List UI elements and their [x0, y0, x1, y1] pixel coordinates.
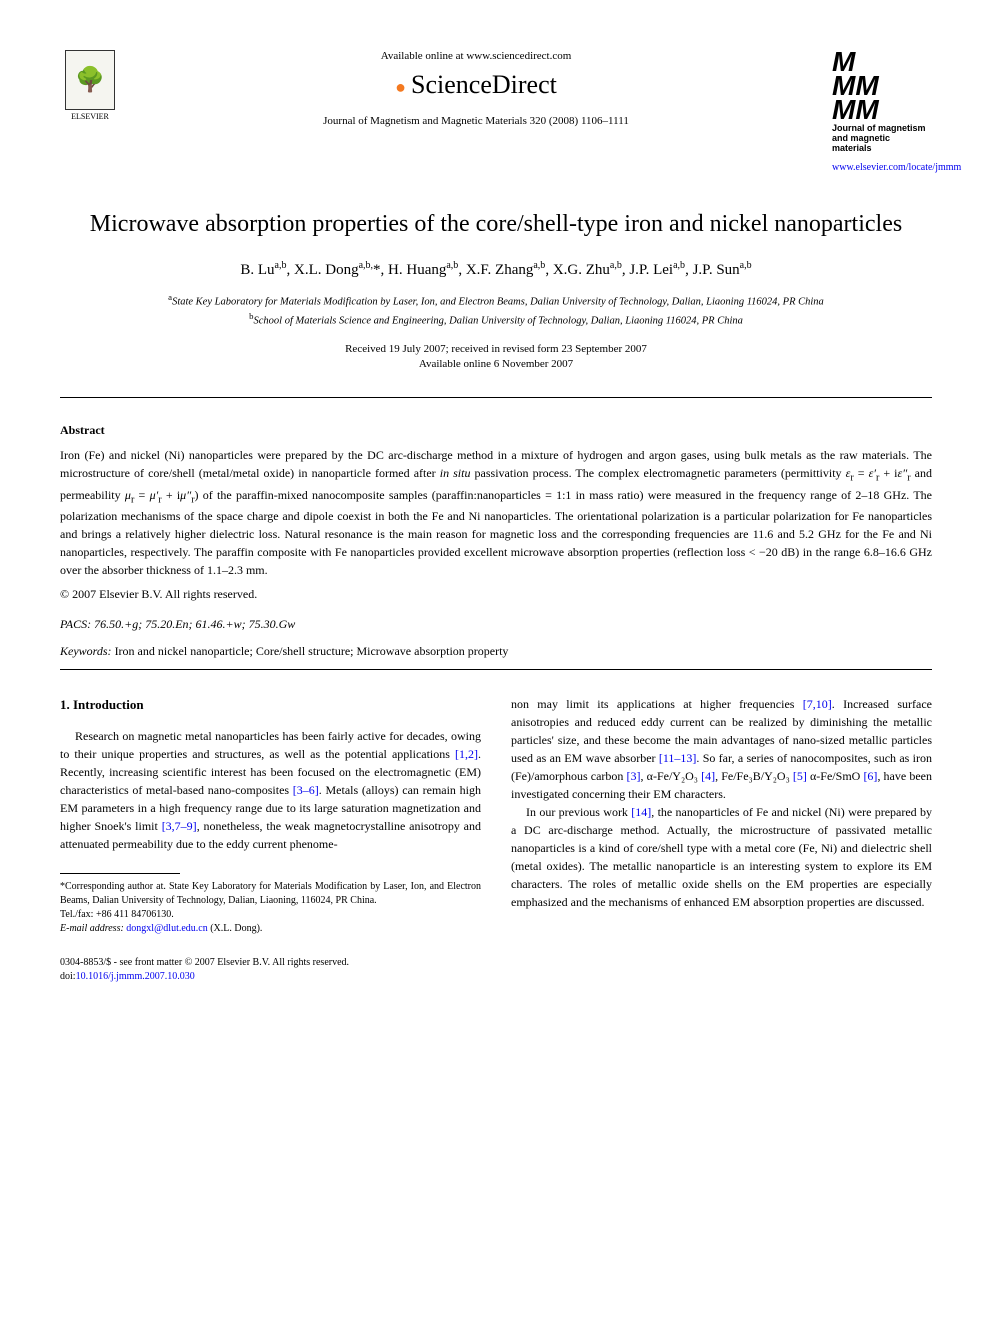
journal-full-name: Journal of magnetism and magnetic materi…	[832, 124, 932, 154]
left-column: 1. Introduction Research on magnetic met…	[60, 695, 481, 984]
abstract-label: Abstract	[60, 423, 932, 438]
affiliation-b: School of Materials Science and Engineer…	[254, 316, 743, 327]
email-address[interactable]: dongxl@dlut.edu.cn	[126, 923, 207, 934]
keywords-line: Keywords: Iron and nickel nanoparticle; …	[60, 644, 932, 659]
corr-author-text: *Corresponding author at. State Key Labo…	[60, 880, 481, 908]
abstract-text: Iron (Fe) and nickel (Ni) nanoparticles …	[60, 446, 932, 579]
journal-url[interactable]: www.elsevier.com/locate/jmmm	[832, 162, 932, 174]
footnote-divider	[60, 873, 180, 874]
ref-1-2[interactable]: [1,2]	[455, 747, 478, 761]
ref-3-7-9[interactable]: [3,7–9]	[162, 819, 197, 833]
elsevier-tree-icon	[65, 50, 115, 110]
header-row: ELSEVIER Available online at www.science…	[60, 50, 932, 174]
pacs-codes: PACS: 76.50.+g; 75.20.En; 61.46.+w; 75.3…	[60, 617, 932, 632]
body-columns: 1. Introduction Research on magnetic met…	[60, 695, 932, 984]
affiliation-a: State Key Laboratory for Materials Modif…	[172, 297, 824, 308]
author-list: B. Lua,b, X.L. Donga,b,*, H. Huanga,b, X…	[60, 260, 932, 279]
ref-11-13[interactable]: [11–13]	[659, 751, 697, 765]
right-column: non may limit its applications at higher…	[511, 695, 932, 984]
mmm-icon: MMMMM	[832, 50, 932, 121]
divider-bottom	[60, 669, 932, 670]
email-person: (X.L. Dong).	[210, 923, 262, 934]
ref-7-10[interactable]: [7,10]	[803, 697, 832, 711]
sciencedirect-logo: ScienceDirect	[120, 70, 832, 100]
intro-para-1: Research on magnetic metal nanoparticles…	[60, 727, 481, 853]
copyright-line: © 2007 Elsevier B.V. All rights reserved…	[60, 587, 932, 602]
intro-para-2: non may limit its applications at higher…	[511, 695, 932, 803]
doi-label: doi:	[60, 971, 76, 982]
intro-heading: 1. Introduction	[60, 695, 481, 715]
ref-14[interactable]: [14]	[631, 805, 651, 819]
received-date: Received 19 July 2007; received in revis…	[345, 343, 647, 355]
available-online-text: Available online at www.sciencedirect.co…	[120, 50, 832, 62]
header-center: Available online at www.sciencedirect.co…	[120, 50, 832, 127]
paper-title: Microwave absorption properties of the c…	[60, 209, 932, 240]
ref-3-6[interactable]: [3–6]	[293, 783, 319, 797]
keywords-label: Keywords:	[60, 644, 112, 658]
dates: Received 19 July 2007; received in revis…	[60, 342, 932, 373]
footer-info: 0304-8853/$ - see front matter © 2007 El…	[60, 956, 481, 984]
ref-5[interactable]: [5]	[793, 769, 807, 783]
keywords-text: Iron and nickel nanoparticle; Core/shell…	[115, 644, 509, 658]
divider-top	[60, 397, 932, 398]
corresponding-author-footnote: *Corresponding author at. State Key Labo…	[60, 880, 481, 936]
front-matter-line: 0304-8853/$ - see front matter © 2007 El…	[60, 956, 481, 970]
affiliations: aState Key Laboratory for Materials Modi…	[60, 291, 932, 329]
email-label: E-mail address:	[60, 923, 124, 934]
doi-link[interactable]: 10.1016/j.jmmm.2007.10.030	[76, 971, 195, 982]
journal-citation: Journal of Magnetism and Magnetic Materi…	[120, 115, 832, 127]
intro-para-3: In our previous work [14], the nanoparti…	[511, 803, 932, 911]
ref-4[interactable]: [4]	[701, 769, 715, 783]
available-date: Available online 6 November 2007	[419, 358, 573, 370]
journal-logo: MMMMM Journal of magnetism and magnetic …	[832, 50, 932, 174]
corr-author-tel: Tel./fax: +86 411 84706130.	[60, 908, 481, 922]
elsevier-label: ELSEVIER	[71, 112, 109, 121]
ref-3[interactable]: [3]	[627, 769, 641, 783]
ref-6[interactable]: [6]	[863, 769, 877, 783]
elsevier-logo: ELSEVIER	[60, 50, 120, 121]
